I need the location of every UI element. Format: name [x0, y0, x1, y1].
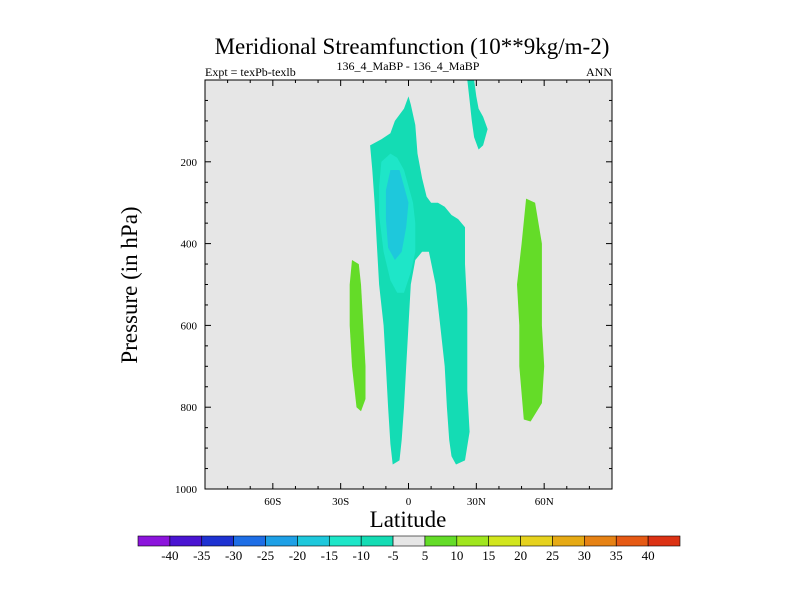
contour-region-nh-positive-cell [517, 198, 545, 422]
colorbar-swatch [201, 535, 234, 547]
x-tick-label: 60S [264, 496, 281, 508]
colorbar-label: -15 [321, 548, 338, 563]
colorbar-swatch [456, 535, 490, 547]
colorbar-swatch [297, 535, 330, 547]
chart-subtitle: 136_4_MaBP - 136_4_MaBP [337, 59, 480, 73]
colorbar-swatch [360, 535, 394, 547]
colorbar-label: -35 [193, 548, 210, 563]
colorbar: -40 -35 -30 -25 -20 -15 -10 -5 5 10 15 20 25 30 35 40 [137, 535, 681, 563]
y-axis-label: Pressure (in hPa) [117, 206, 142, 363]
colorbar-swatch [265, 535, 298, 547]
colorbar-label: 5 [422, 548, 429, 563]
y-tick-label: 1000 [175, 484, 198, 496]
colorbar-label: -20 [289, 548, 306, 563]
colorbar-swatch [615, 535, 649, 547]
colorbar-label: -25 [257, 548, 274, 563]
y-tick-label: 400 [181, 239, 198, 251]
colorbar-label: 30 [578, 548, 591, 563]
colorbar-swatch [584, 535, 617, 547]
x-tick-label: 60N [535, 496, 554, 508]
colorbar-swatch [488, 535, 521, 547]
colorbar-swatch [647, 535, 681, 547]
contour-regions [349, 80, 545, 465]
colorbar-label: -30 [225, 548, 242, 563]
x-tick-label: 0 [406, 496, 412, 508]
contour-region-equatorial-core [385, 170, 409, 260]
colorbar-swatch [520, 535, 553, 547]
x-axis-label: Latitude [370, 507, 447, 532]
colorbar-label: -5 [388, 548, 399, 563]
colorbar-swatch [137, 535, 171, 547]
experiment-label: Expt = texPb-texlb [205, 65, 296, 79]
colorbar-swatch [392, 535, 426, 547]
contour-region-upper-neutral-gap [410, 80, 416, 97]
colorbar-swatch [424, 535, 458, 547]
colorbar-swatch [328, 535, 362, 547]
colorbar-swatch [169, 535, 203, 547]
colorbar-swatch [552, 535, 585, 547]
y-tick-label: 200 [181, 157, 198, 169]
colorbar-label: 10 [450, 548, 463, 563]
axis-ticks: 60S 30S 0 30N 60N 200 400 600 800 1000 [175, 80, 612, 508]
colorbar-label: 15 [482, 548, 495, 563]
season-label: ANN [586, 65, 612, 79]
x-tick-label: 30S [332, 496, 349, 508]
colorbar-label: -10 [353, 548, 370, 563]
y-tick-label: 600 [181, 320, 198, 332]
contour-region-nh-subtropical-negative [467, 80, 488, 150]
x-tick-label: 30N [467, 496, 486, 508]
colorbar-label: 35 [610, 548, 623, 563]
colorbar-label: 20 [514, 548, 527, 563]
colorbar-label: 40 [642, 548, 655, 563]
y-tick-label: 800 [181, 402, 198, 414]
colorbar-label: 25 [546, 548, 559, 563]
chart-title: Meridional Streamfunction (10**9kg/m-2) [215, 34, 610, 59]
contour-region-sh-positive-cell [349, 260, 366, 412]
colorbar-label: -40 [161, 548, 178, 563]
colorbar-swatch [233, 535, 266, 547]
